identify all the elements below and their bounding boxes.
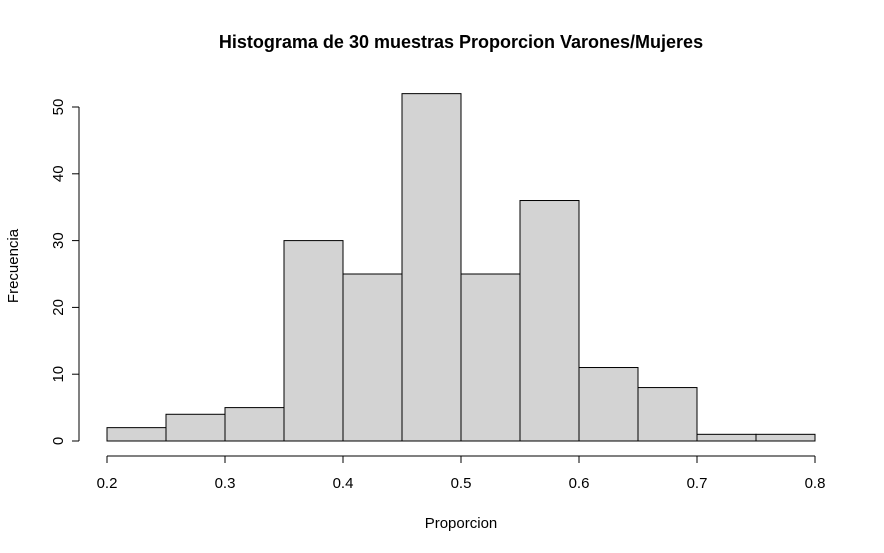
- y-tick-label-4: 40: [50, 165, 67, 182]
- bar-6: [460, 273, 521, 442]
- bar-5: [401, 93, 462, 442]
- x-tick-label-3: 0.5: [451, 475, 472, 492]
- x-axis: 0.2 0.3 0.4 0.5 0.6 0.7 0.8: [97, 455, 826, 492]
- x-tick-label-0: 0.2: [97, 475, 118, 492]
- bar-10: [696, 433, 757, 442]
- y-tick-label-5: 50: [50, 99, 67, 116]
- bars: [106, 93, 816, 442]
- y-tick-label-0: 0: [50, 437, 67, 445]
- x-axis-label: Proporcion: [425, 515, 498, 532]
- x-tick-label-6: 0.8: [805, 475, 826, 492]
- y-tick-label-1: 10: [50, 366, 67, 383]
- y-axis-label: Frecuencia: [5, 228, 22, 303]
- chart-title: Histograma de 30 muestras Proporcion Var…: [219, 32, 703, 52]
- y-tick-label-3: 30: [50, 232, 67, 249]
- bar-9: [637, 387, 698, 442]
- x-tick-label-4: 0.6: [569, 475, 590, 492]
- bar-11: [755, 433, 816, 442]
- x-tick-label-2: 0.4: [333, 475, 354, 492]
- y-axis: 0 10 20 30 40 50: [50, 99, 80, 445]
- bar-1: [165, 413, 226, 442]
- x-tick-label-1: 0.3: [215, 475, 236, 492]
- bar-2: [224, 407, 285, 442]
- y-tick-label-2: 20: [50, 299, 67, 316]
- bar-3: [283, 240, 344, 442]
- bar-8: [578, 367, 639, 442]
- x-tick-label-5: 0.7: [687, 475, 708, 492]
- bar-4: [342, 273, 403, 442]
- bar-0: [106, 427, 167, 442]
- bar-7: [519, 200, 580, 442]
